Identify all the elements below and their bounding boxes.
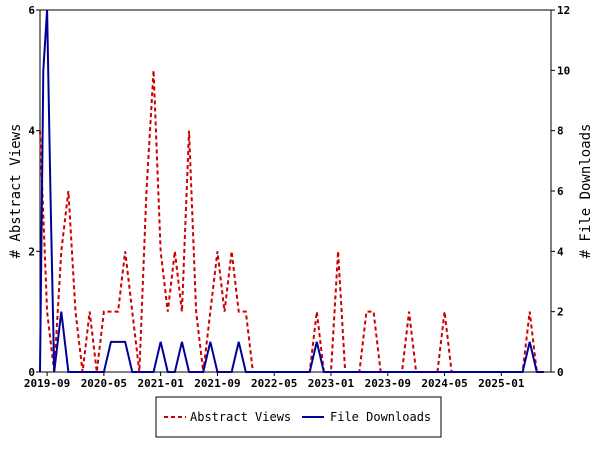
x-tick-label: 2021-01: [137, 377, 184, 390]
y-left-tick-label: 0: [28, 366, 35, 379]
y-right-tick-label: 4: [557, 245, 564, 258]
x-tick-label: 2020-05: [81, 377, 127, 390]
x-tick-label: 2022-05: [251, 377, 297, 390]
y-right-tick-label: 12: [557, 4, 570, 17]
legend-box: [155, 396, 442, 438]
y-right-tick-label: 6: [557, 185, 564, 198]
series-line-file-downloads: [39, 9, 544, 373]
x-tick-label: 2023-01: [308, 377, 355, 390]
x-tick-label: 2019-09: [24, 377, 70, 390]
y-right-tick-label: 0: [557, 366, 564, 379]
y-axis-right-title: # File Downloads: [578, 124, 594, 259]
x-tick-label: 2023-09: [365, 377, 411, 390]
legend: Abstract Views File Downloads: [155, 396, 442, 438]
legend-label-abstract-views: Abstract Views: [190, 410, 291, 424]
y-right-tick-label: 8: [557, 125, 564, 138]
plot-area: [39, 9, 552, 373]
series-layer: [39, 9, 544, 373]
y-left-tick-label: 6: [28, 4, 35, 17]
axis-layer: 2019-09 2020-05 2021-01 2021-09 2022-05 2023-…: [24, 4, 570, 390]
y-left-tick-label: 2: [28, 245, 35, 258]
y-right-tick-label: 2: [557, 306, 564, 319]
y-axis-left-title: # Abstract Views: [8, 124, 24, 259]
y-right-tick-label: 10: [557, 64, 570, 77]
x-tick-label: 2021-09: [194, 377, 240, 390]
x-tick-label: 2024-05: [421, 377, 467, 390]
x-tick-label: 2025-01: [478, 377, 525, 390]
y-left-tick-label: 4: [28, 125, 35, 138]
legend-label-file-downloads: File Downloads: [330, 410, 431, 424]
